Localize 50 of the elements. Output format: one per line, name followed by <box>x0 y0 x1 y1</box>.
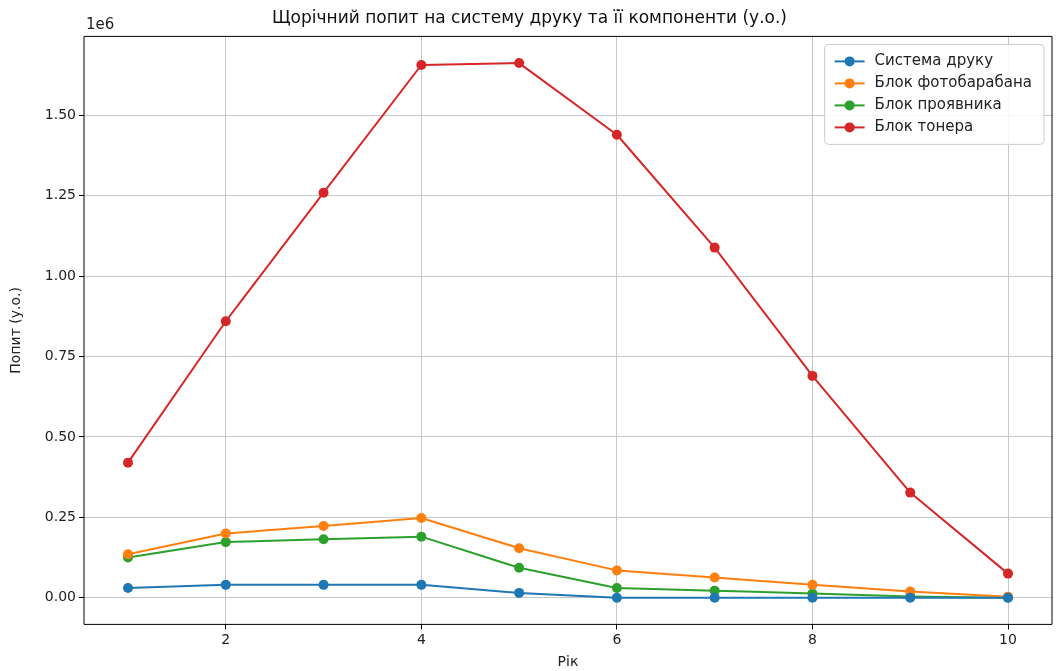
x-tick-label: 2 <box>221 631 231 648</box>
point <box>611 129 622 140</box>
point <box>709 592 720 603</box>
point <box>514 58 525 69</box>
legend-label: Система друку <box>874 51 994 70</box>
point <box>416 579 427 590</box>
point <box>514 543 525 554</box>
legend-label: Блок фотобарабана <box>874 73 1033 92</box>
point <box>123 583 133 594</box>
y-tick-label: 1.25 <box>44 186 76 203</box>
point <box>220 537 231 548</box>
point <box>318 521 329 532</box>
chart-title: Щорічний попит на систему друку та її компоненти (у.о.) <box>272 6 787 27</box>
point <box>220 528 231 539</box>
point <box>220 316 231 327</box>
x-tick-label: 10 <box>999 631 1017 648</box>
point <box>416 512 427 523</box>
point <box>318 579 329 590</box>
point <box>709 572 720 583</box>
x-tick-label: 8 <box>807 631 817 648</box>
y-tick-label: 0.75 <box>44 347 76 364</box>
point <box>807 592 818 603</box>
y-tick-label: 0.50 <box>44 427 76 444</box>
point <box>318 534 329 545</box>
point <box>514 587 525 598</box>
point <box>416 531 427 542</box>
point <box>709 242 720 253</box>
text: 1e6 <box>86 14 115 33</box>
point <box>123 457 133 468</box>
y-tick-label: 1.50 <box>44 106 76 123</box>
y-tick-label: 0.00 <box>44 588 76 605</box>
point <box>1003 568 1013 579</box>
y-tick-label: 1.00 <box>44 266 76 283</box>
point <box>318 187 329 198</box>
point <box>611 565 622 576</box>
x-axis-title: Рік <box>557 653 579 670</box>
y-tick-label: 0.25 <box>44 507 76 524</box>
point <box>611 583 622 594</box>
point <box>220 579 231 590</box>
legend-label: Блок проявника <box>874 95 1002 114</box>
point <box>807 370 818 381</box>
x-tick-label: 4 <box>416 631 426 648</box>
x-tick-label: 6 <box>612 631 622 648</box>
y-axis-title: Попит (у.о.) <box>7 287 24 374</box>
point <box>514 562 525 573</box>
point <box>416 60 427 71</box>
point <box>807 579 818 590</box>
point <box>611 592 622 603</box>
legend-label: Блок тонера <box>874 117 974 136</box>
point <box>905 487 916 498</box>
